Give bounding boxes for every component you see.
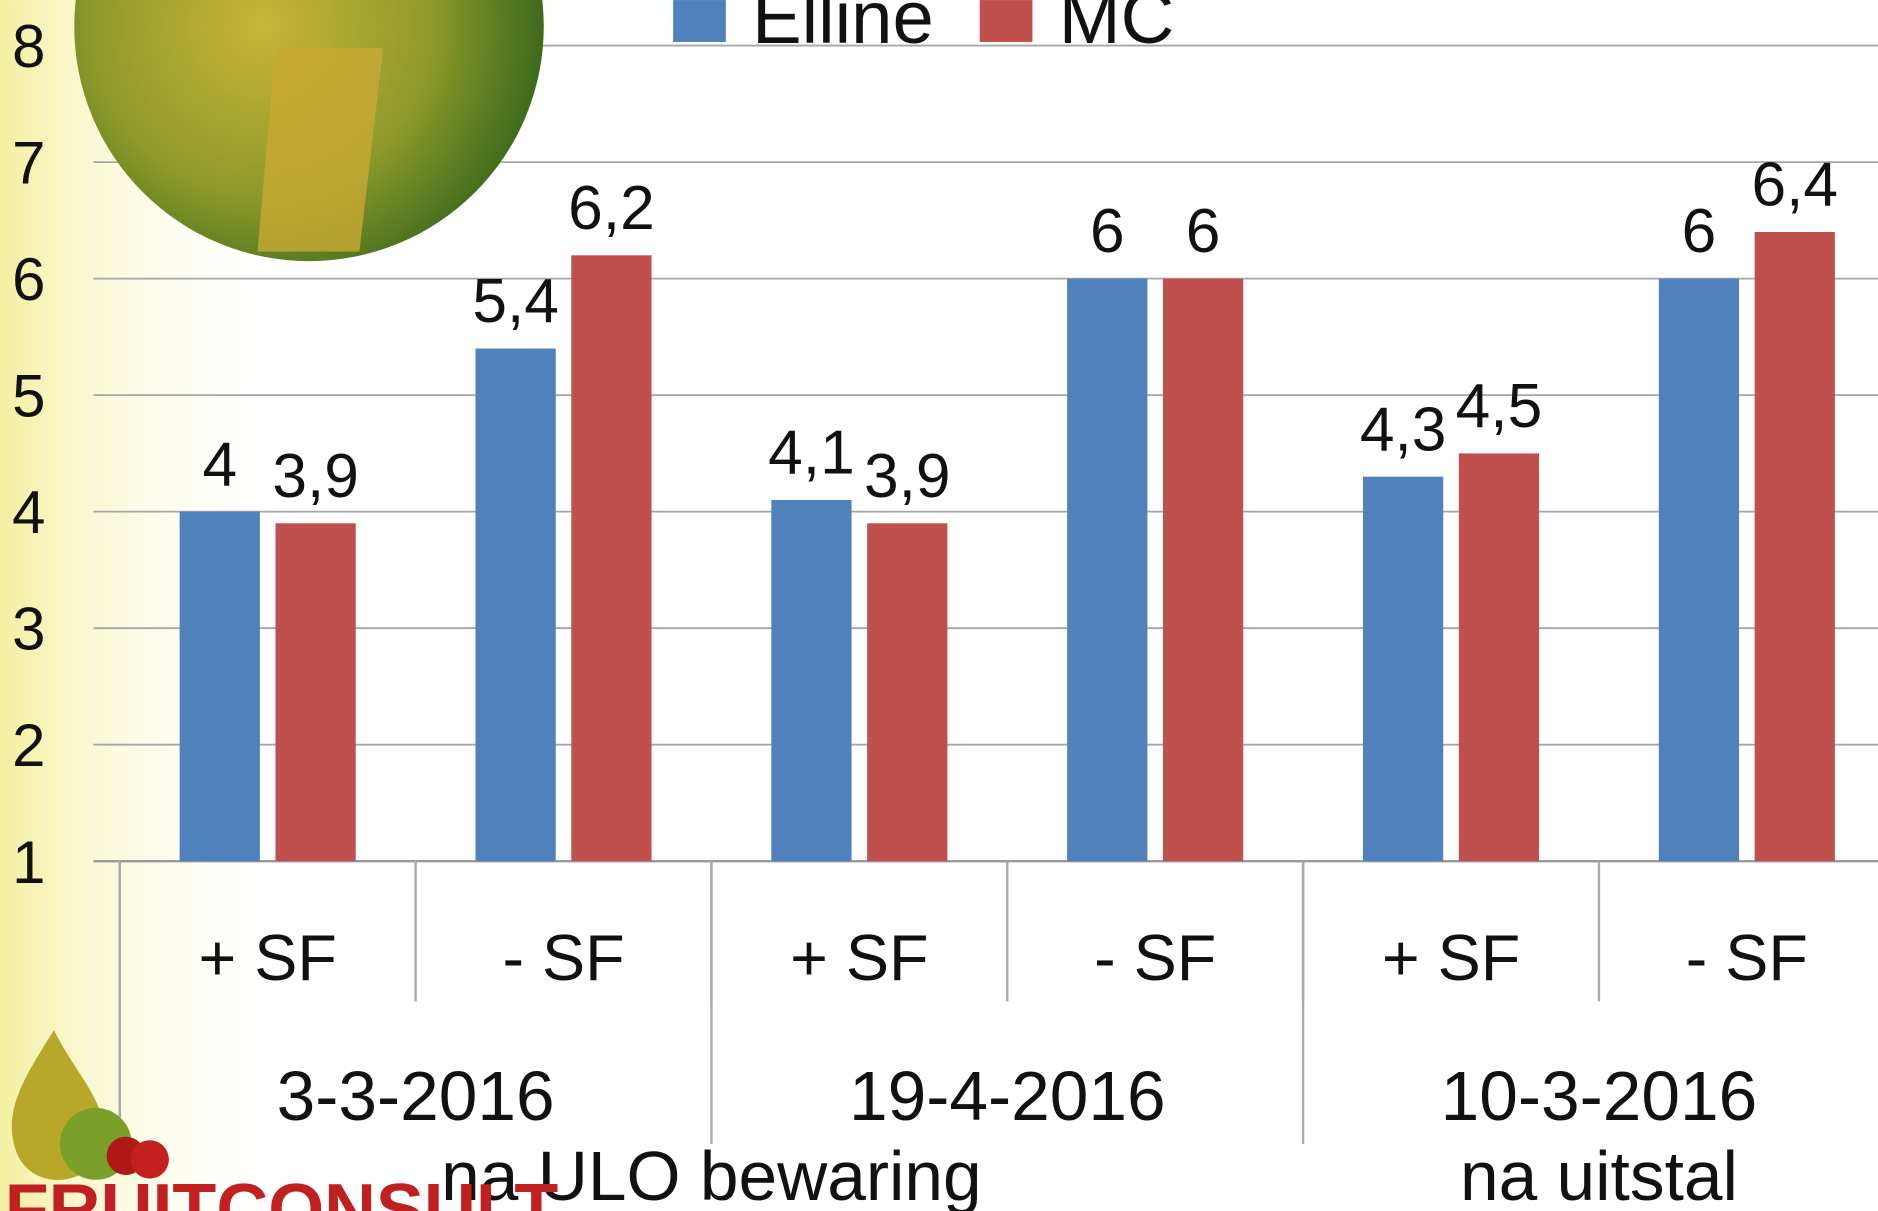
value-label: 4 — [202, 430, 237, 499]
value-label: 5,4 — [472, 267, 559, 336]
group-label: 19-4-2016 — [849, 1057, 1166, 1135]
value-label: 3,9 — [864, 442, 951, 511]
group-label: 10-3-2016 — [1441, 1057, 1758, 1135]
legend-label: Elline — [752, 0, 934, 59]
value-label: 6 — [1186, 197, 1221, 266]
value-label: 4,3 — [1360, 395, 1447, 464]
bar — [1162, 278, 1244, 862]
value-label: 6,2 — [568, 174, 655, 243]
bar — [1362, 476, 1444, 862]
bar — [1658, 278, 1740, 862]
value-label: 6 — [1090, 197, 1125, 266]
bar — [867, 523, 948, 862]
y-tick-label: 4 — [12, 479, 45, 546]
value-label: 6,4 — [1751, 151, 1838, 220]
group-label: 3-3-2016 — [277, 1057, 555, 1135]
y-tick-label: 3 — [12, 596, 45, 663]
x-tick-label: - SF — [1686, 921, 1808, 994]
y-tick-label: 7 — [12, 130, 45, 197]
legend-label: MC — [1059, 0, 1174, 59]
y-tick-label: 6 — [12, 246, 45, 313]
logo-text: FRUITCONSULT — [5, 1170, 559, 1211]
legend-swatch — [979, 0, 1033, 42]
y-tick-label: 8 — [12, 13, 45, 80]
value-label: 4,5 — [1456, 372, 1543, 441]
plot: 1 2 3 4 5 6 7 8 3-3-2016 19-4-2016 10-3-2016 na ULO… — [12, 0, 1878, 1211]
logo-art — [11, 1030, 169, 1180]
y-tick-label: 2 — [12, 712, 45, 779]
x-tick-label: + SF — [1382, 921, 1520, 994]
y-tick-label: 5 — [12, 363, 45, 430]
photo-detail — [257, 47, 384, 252]
value-label: 4,1 — [768, 419, 855, 488]
value-label: 6 — [1682, 197, 1717, 266]
x-tick-label: - SF — [1094, 921, 1216, 994]
bar — [275, 523, 356, 862]
y-tick-label: 1 — [12, 829, 45, 896]
bar — [475, 348, 556, 862]
x-tick-label: + SF — [199, 921, 337, 994]
x-tick-label: - SF — [502, 921, 624, 994]
x-tick-label: + SF — [790, 921, 928, 994]
note: na ULO bewaring — [441, 1137, 982, 1211]
bar — [1067, 278, 1148, 862]
bar — [1754, 232, 1835, 862]
bar — [571, 255, 652, 862]
bar — [771, 499, 852, 862]
bar — [1458, 453, 1540, 862]
value-label: 3,9 — [272, 442, 359, 511]
note: na uitstal — [1460, 1137, 1738, 1211]
bar — [179, 511, 260, 862]
legend-swatch — [673, 0, 726, 42]
